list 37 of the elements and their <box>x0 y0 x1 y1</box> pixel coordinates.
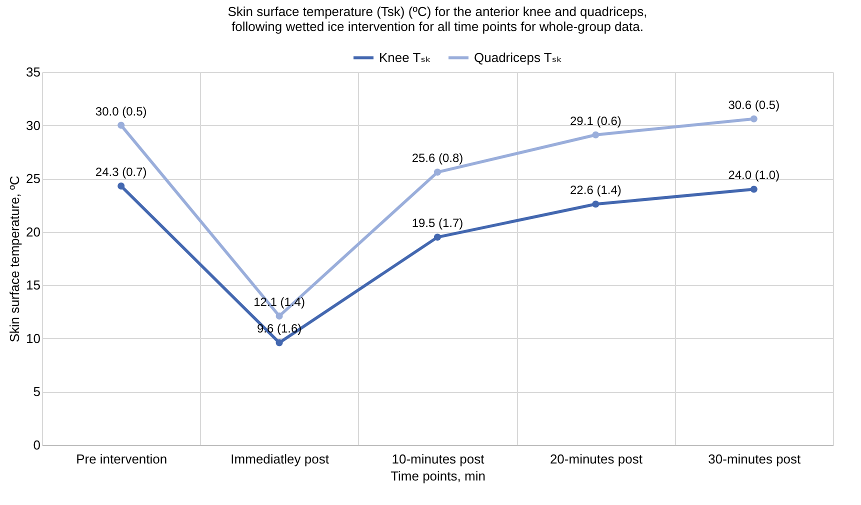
point <box>118 122 125 129</box>
x-axis-title: Time points, min <box>390 468 486 484</box>
data-label: 25.6 (0.8) <box>412 151 464 166</box>
data-label: 19.5 (1.7) <box>412 216 464 230</box>
y-tick-label: 25 <box>26 171 40 186</box>
y-tick-label: 15 <box>26 278 40 293</box>
y-tick-label: 5 <box>33 384 40 400</box>
data-label: 30.6 (0.5) <box>728 98 780 112</box>
data-label: 29.1 (0.6) <box>570 114 622 128</box>
point <box>276 339 283 346</box>
y-tick-label: 10 <box>26 330 40 346</box>
point <box>750 186 758 193</box>
x-tick-label: Pre intervention <box>76 452 168 466</box>
legend-label: Knee Tₛₖ <box>379 50 432 65</box>
point <box>118 182 125 190</box>
point <box>276 312 283 320</box>
x-tick-label: 10-minutes post <box>392 452 485 466</box>
x-tick-label: 20-minutes post <box>550 452 643 466</box>
legend-label: Quadriceps Tₛₖ <box>474 50 562 65</box>
point <box>592 200 600 208</box>
data-label: 22.6 (1.4) <box>570 183 622 198</box>
point <box>592 131 600 138</box>
data-label: 12.1 (1.4) <box>254 295 305 310</box>
data-label: 30.0 (0.5) <box>95 104 147 118</box>
point <box>750 115 758 122</box>
y-tick-label: 30 <box>26 118 40 133</box>
data-label: 24.3 (0.7) <box>95 165 147 180</box>
y-tick-label: 35 <box>26 64 40 80</box>
y-tick-label: 0 <box>33 438 40 452</box>
y-axis-title: Skin surface temperature, ºC <box>7 176 22 342</box>
point <box>434 234 442 241</box>
x-tick-label: Immediatley post <box>230 452 330 466</box>
point <box>434 168 442 176</box>
y-tick-label: 20 <box>26 224 40 240</box>
chart-title: Skin surface temperature (Tsk) (ºC) for the anterior knee and quadriceps, following wetted ice intervention for all time points for whole-group data. <box>228 4 648 34</box>
x-tick-label: 30-minutes post <box>708 452 802 466</box>
data-label: 24.0 (1.0) <box>728 168 780 182</box>
